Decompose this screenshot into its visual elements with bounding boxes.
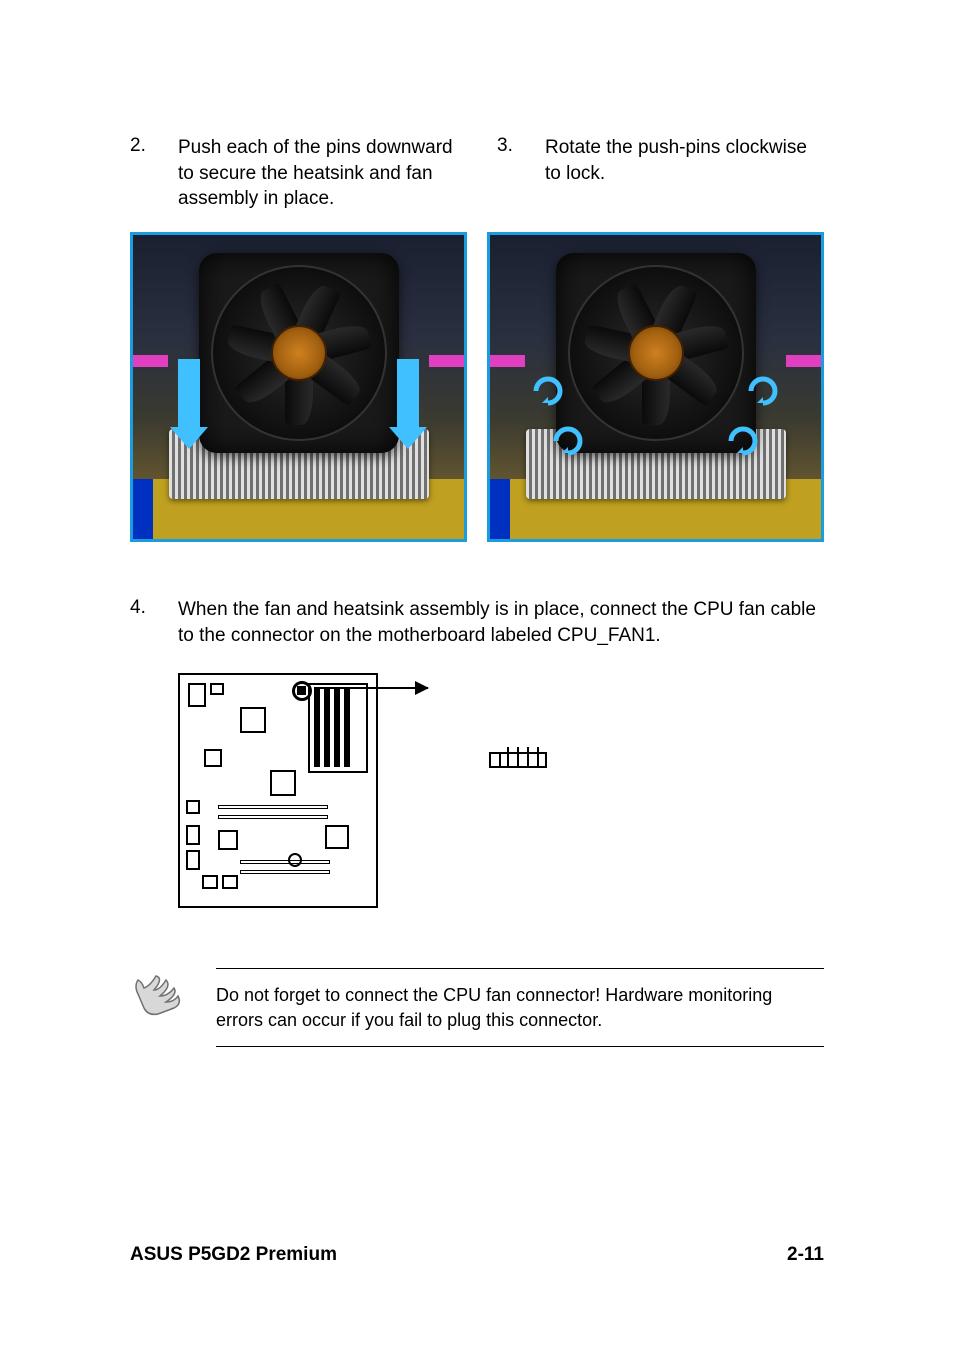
rotate-arrow-icon bbox=[530, 373, 566, 409]
step-2-text: Push each of the pins downward to secure… bbox=[178, 135, 457, 212]
step-4-text: When the fan and heatsink assembly is in… bbox=[178, 597, 824, 648]
rotate-arrow-icon bbox=[550, 423, 586, 459]
connector-pinout bbox=[488, 743, 548, 908]
down-arrow-icon bbox=[178, 359, 200, 429]
step-3-number: 3. bbox=[497, 135, 545, 212]
steps-row-2-3: 2. Push each of the pins downward to sec… bbox=[130, 135, 824, 212]
callout-arrow-icon bbox=[318, 687, 428, 689]
page-footer: ASUS P5GD2 Premium 2-11 bbox=[130, 1244, 824, 1266]
diagram-row bbox=[130, 673, 824, 908]
step-2-number: 2. bbox=[130, 135, 178, 212]
note-block: Do not forget to connect the CPU fan con… bbox=[130, 968, 824, 1047]
footer-page-number: 2-11 bbox=[787, 1244, 824, 1266]
photo-row bbox=[130, 232, 824, 542]
step-4-number: 4. bbox=[130, 597, 178, 648]
rotate-arrow-icon bbox=[745, 373, 781, 409]
step-4: 4. When the fan and heatsink assembly is… bbox=[130, 597, 824, 648]
down-arrow-icon bbox=[397, 359, 419, 429]
footer-product: ASUS P5GD2 Premium bbox=[130, 1244, 337, 1266]
step-3: 3. Rotate the push-pins clockwise to loc… bbox=[497, 135, 824, 212]
step-2: 2. Push each of the pins downward to sec… bbox=[130, 135, 457, 212]
photo-push-down bbox=[130, 232, 467, 542]
motherboard-diagram bbox=[178, 673, 378, 908]
note-text: Do not forget to connect the CPU fan con… bbox=[216, 983, 824, 1032]
rotate-arrow-icon bbox=[725, 423, 761, 459]
note-hand-icon bbox=[130, 968, 186, 1024]
photo-rotate-lock bbox=[487, 232, 824, 542]
step-3-text: Rotate the push-pins clockwise to lock. bbox=[545, 135, 824, 212]
